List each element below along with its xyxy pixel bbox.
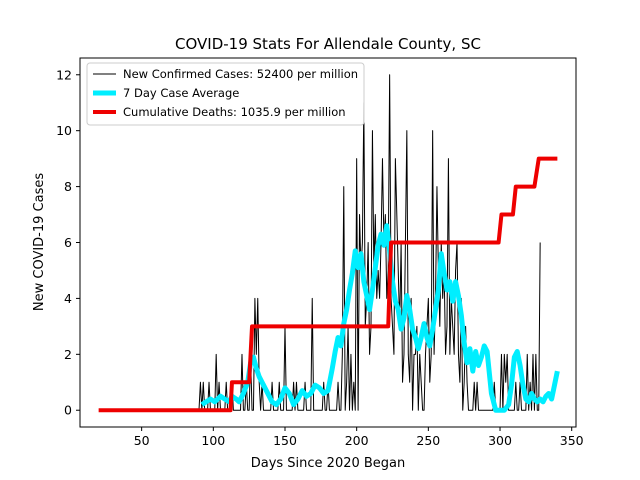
series-line-new-cases (198, 74, 541, 411)
chart-title: COVID-19 Stats For Allendale County, SC (175, 35, 481, 53)
y-tick-label: 4 (64, 291, 72, 306)
x-tick-label: 100 (201, 433, 225, 448)
y-tick-label: 0 (64, 403, 72, 418)
x-tick-label: 150 (273, 433, 297, 448)
legend-label-7-day-average: 7 Day Case Average (123, 86, 239, 100)
legend-label-new-cases: New Confirmed Cases: 52400 per million (123, 67, 358, 81)
y-tick-label: 12 (56, 67, 72, 82)
series-layer (98, 74, 560, 413)
y-axis-label: New COVID-19 Cases (32, 173, 47, 311)
y-tick-label: 2 (64, 347, 72, 362)
x-tick-label: 250 (416, 433, 440, 448)
x-tick-label: 50 (134, 433, 150, 448)
y-tick-label: 10 (56, 123, 72, 138)
legend: New Confirmed Cases: 52400 per million 7… (86, 62, 365, 126)
x-tick-label: 300 (488, 433, 512, 448)
series-line-7-day-average (200, 223, 560, 413)
y-tick-label: 6 (64, 235, 72, 250)
x-tick-label: 200 (345, 433, 369, 448)
x-axis-label: Days Since 2020 Began (251, 456, 406, 471)
legend-box (86, 62, 365, 126)
series-line-cumulative-deaths (98, 156, 558, 413)
x-tick-label: 350 (560, 433, 584, 448)
x-axis: 50 100 150 200 250 300 350 (134, 427, 584, 448)
legend-label-cumulative-deaths: Cumulative Deaths: 1035.9 per million (123, 105, 346, 119)
y-axis: 0 2 4 6 8 10 12 (56, 67, 80, 418)
y-tick-label: 8 (64, 179, 72, 194)
